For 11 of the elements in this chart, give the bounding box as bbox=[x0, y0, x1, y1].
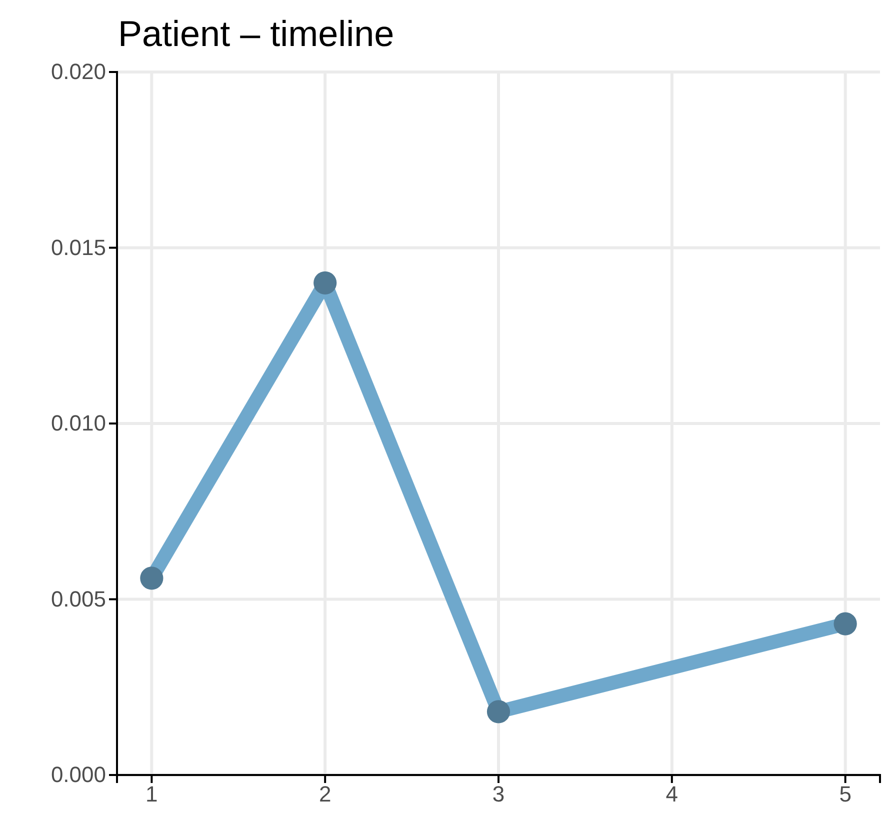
x-tick-label: 5 bbox=[839, 782, 852, 807]
chart-title: Patient – timeline bbox=[118, 13, 394, 54]
x-tick-label: 4 bbox=[666, 782, 678, 807]
y-tick-label: 0.005 bbox=[50, 586, 106, 612]
y-tick-label: 0.015 bbox=[50, 234, 106, 260]
y-tick-label: 0.000 bbox=[50, 762, 106, 788]
x-tick-label: 3 bbox=[492, 782, 505, 807]
x-tick-label: 2 bbox=[318, 782, 332, 807]
y-tick-label: 0.010 bbox=[50, 410, 106, 436]
x-tick-label: 1 bbox=[146, 782, 158, 807]
y-tick-label: 0.020 bbox=[50, 59, 106, 84]
